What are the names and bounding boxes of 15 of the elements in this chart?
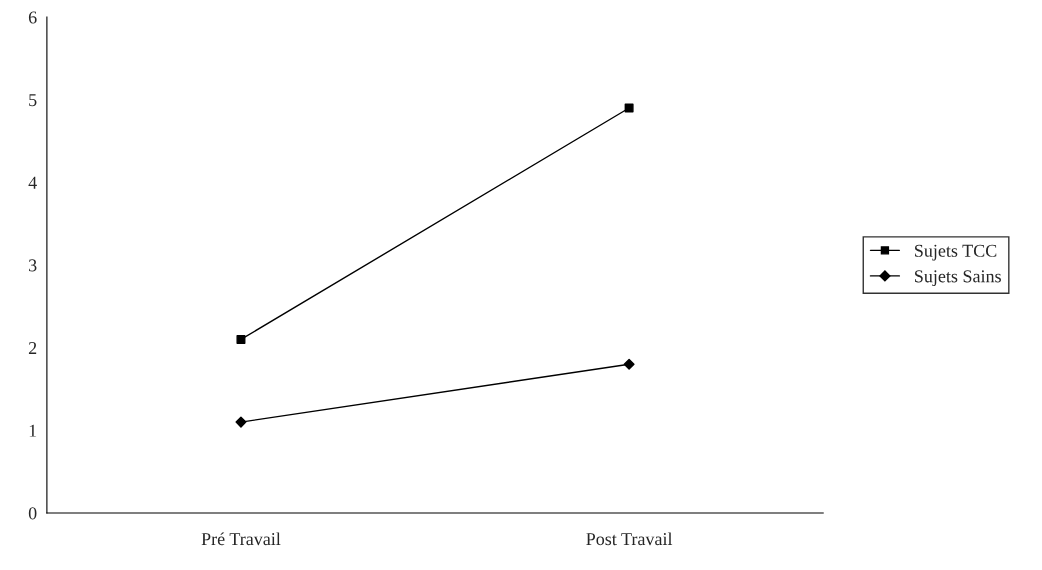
point — [623, 358, 635, 370]
y-tick-label: 1 — [29, 424, 37, 437]
x-tick-label: Pré Travail — [201, 532, 281, 546]
x-tick-label: Post Travail — [586, 532, 673, 546]
y-tick-label: 6 — [28, 11, 37, 24]
y-tick-label: 3 — [29, 259, 37, 272]
y-tick-label: 2 — [28, 342, 37, 354]
y-tick-label: 0 — [28, 507, 37, 520]
point — [235, 416, 247, 428]
point — [624, 103, 634, 113]
y-tick-label: 5 — [29, 94, 37, 107]
point — [236, 334, 246, 344]
y-tick-label: 4 — [28, 176, 37, 189]
legend-label: Sujets Sains — [915, 270, 1001, 287]
legend-label: Sujets TCC — [915, 244, 997, 261]
